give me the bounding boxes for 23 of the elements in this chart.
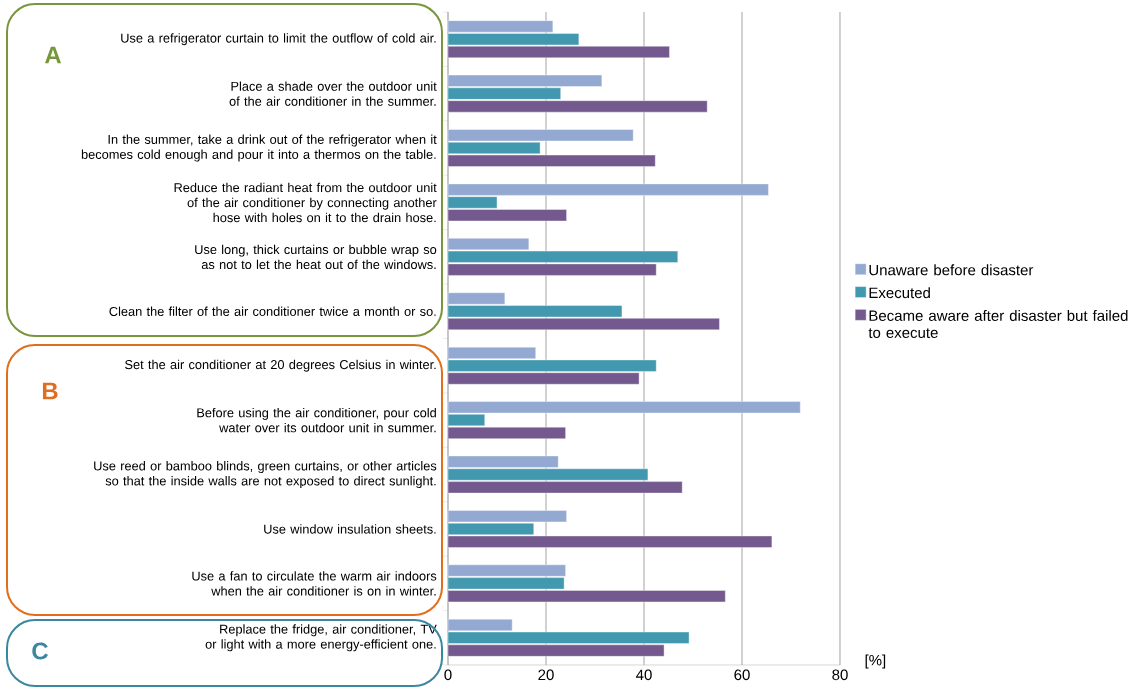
y-tick-label: Use a refrigerator curtain to limit the outflow of cold air. — [121, 33, 436, 46]
y-tick-label: Place a shade over the outdoor unit of the air conditioner in the summer. — [229, 81, 437, 106]
text: A — [44, 46, 62, 64]
y-tick-label: Use a fan to circulate the warm air indoors when the air conditioner is on in winter. — [192, 571, 437, 596]
x-tick-label: 0 — [444, 669, 452, 681]
x-tick-label: 20 — [538, 669, 554, 681]
legend-label: Executed — [869, 287, 930, 299]
y-tick-label: In the summer, take a drink out of the refrigerator when it becomes cold enough and pour it into a thermos on the table. — [81, 134, 437, 162]
legend-label: Unaware before disaster — [869, 264, 1034, 276]
x-tick-label: 40 — [636, 669, 652, 681]
text: B — [42, 382, 58, 400]
y-tick-label: Use long, thick curtains or bubble wrap so as not to let the heat out of the windows. — [195, 244, 437, 270]
text: C — [32, 642, 49, 660]
x-tick-label: 80 — [832, 669, 848, 681]
y-tick-label: Reduce the radiant heat from the outdoor unit of the air conditioner by connecting another hose with holes on it to the drain hose. — [174, 182, 437, 223]
legend-label: Became aware after disaster but failed to execute — [868, 309, 1128, 338]
y-tick-label: Use reed or bamboo blinds, green curtains, or other articles so that the inside walls are not exposed to direct sunlight. — [94, 461, 437, 488]
x-axis-title: [%] — [865, 654, 886, 669]
y-tick-label: Before using the air conditioner, pour cold water over its outdoor unit in summer. — [197, 407, 436, 433]
y-tick-label: Use window insulation sheets. — [264, 524, 436, 534]
x-tick-label: 60 — [734, 669, 750, 681]
y-tick-label: Clean the filter of the air conditioner twice a month or so. — [109, 306, 436, 316]
y-tick-label: Set the air conditioner at 20 degrees Celsius in winter. — [125, 359, 436, 372]
